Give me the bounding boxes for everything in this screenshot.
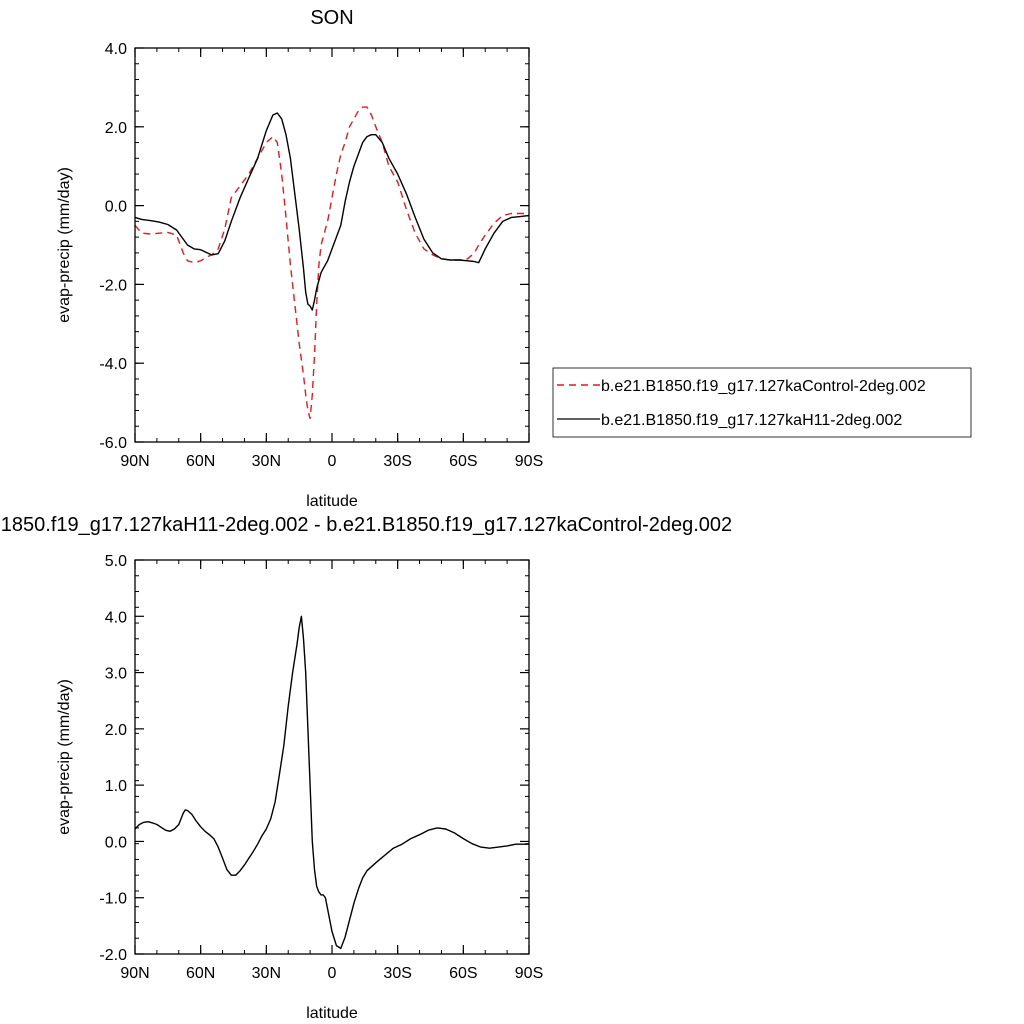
- bottom-y-tick-label: 0.0: [105, 834, 127, 851]
- top-x-tick-label: 30N: [252, 453, 281, 470]
- bottom-x-axis-label: latitude: [306, 1005, 358, 1022]
- top-series-line-1: [134, 112, 530, 311]
- bottom-x-tick-label: 90N: [120, 965, 149, 982]
- top-y-axis-label: evap-precip (mm/day): [56, 167, 73, 323]
- bottom-y-tick-label: -2.0: [99, 947, 127, 964]
- top-axes: 90N 60N 30N 0 30S 60S 90S -6.0 -4.0 -2.0 0.0 2.0 4.0: [99, 41, 543, 470]
- top-y-tick-label: 2.0: [105, 120, 127, 137]
- bottom-x-tick-label: 30N: [252, 965, 281, 982]
- top-title: SON: [310, 7, 353, 29]
- bottom-x-tick-label: 90S: [515, 965, 543, 982]
- bottom-y-tick-label: 4.0: [105, 609, 127, 626]
- legend-label-control: b.e21.B1850.f19_g17.127kaControl-2deg.00…: [601, 378, 926, 395]
- top-y-tick-label: 4.0: [105, 41, 127, 58]
- top-y-tick-label: -2.0: [99, 277, 127, 294]
- top-series-line-0: [134, 106, 529, 420]
- top-x-tick-label: 90N: [120, 453, 149, 470]
- top-x-tick-label: 60S: [449, 453, 477, 470]
- top-x-tick-label: 0: [328, 453, 337, 470]
- bottom-axes: 90N 60N 30N 0 30S 60S 90S -2.0 -1.0 0.0 1.0 2.0 3.0 4…: [99, 553, 543, 982]
- legend-box: [552, 367, 972, 438]
- top-x-axis-label: latitude: [306, 493, 358, 510]
- bottom-title: b.e21.B1850.f19_g17.127kaH11-2deg.002 - …: [0, 514, 732, 536]
- top-y-tick-label: -6.0: [99, 435, 127, 452]
- legend-label-h11: b.e21.B1850.f19_g17.127kaH11-2deg.002: [601, 412, 902, 429]
- bottom-y-tick-label: 5.0: [105, 553, 127, 570]
- bottom-panel: b.e21.B1850.f19_g17.127kaH11-2deg.002 - …: [0, 514, 732, 1022]
- bottom-y-axis-label: evap-precip (mm/day): [56, 679, 73, 835]
- bottom-x-tick-label: 60S: [449, 965, 477, 982]
- bottom-y-tick-label: 3.0: [105, 666, 127, 683]
- top-x-tick-label: 60N: [186, 453, 215, 470]
- bottom-x-tick-label: 60N: [186, 965, 215, 982]
- legend: b.e21.B1850.f19_g17.127kaControl-2deg.00…: [552, 367, 972, 438]
- bottom-y-tick-label: 1.0: [105, 778, 127, 795]
- bottom-series-group: [134, 615, 529, 950]
- top-plot-frame: [134, 47, 530, 443]
- top-y-tick-label: 0.0: [105, 199, 127, 216]
- bottom-y-tick-label: -1.0: [99, 891, 127, 908]
- bottom-x-tick-label: 30S: [383, 965, 411, 982]
- top-y-tick-label: -4.0: [99, 356, 127, 373]
- top-x-tick-label: 30S: [383, 453, 411, 470]
- top-series-group: [134, 106, 530, 420]
- bottom-y-tick-label: 2.0: [105, 722, 127, 739]
- top-x-tick-label: 90S: [515, 453, 543, 470]
- top-panel: SON 90N 60N 30N 0 30S 60S 90S -6.0 -4.0 -2.0 0.0 2.…: [56, 7, 972, 510]
- bottom-series-line-0: [134, 615, 529, 950]
- bottom-x-tick-label: 0: [328, 965, 337, 982]
- bottom-plot-frame: [134, 559, 530, 955]
